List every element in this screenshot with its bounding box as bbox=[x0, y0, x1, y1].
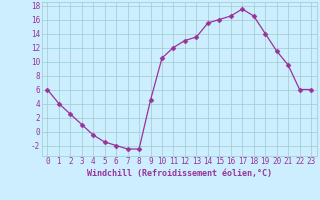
X-axis label: Windchill (Refroidissement éolien,°C): Windchill (Refroidissement éolien,°C) bbox=[87, 169, 272, 178]
